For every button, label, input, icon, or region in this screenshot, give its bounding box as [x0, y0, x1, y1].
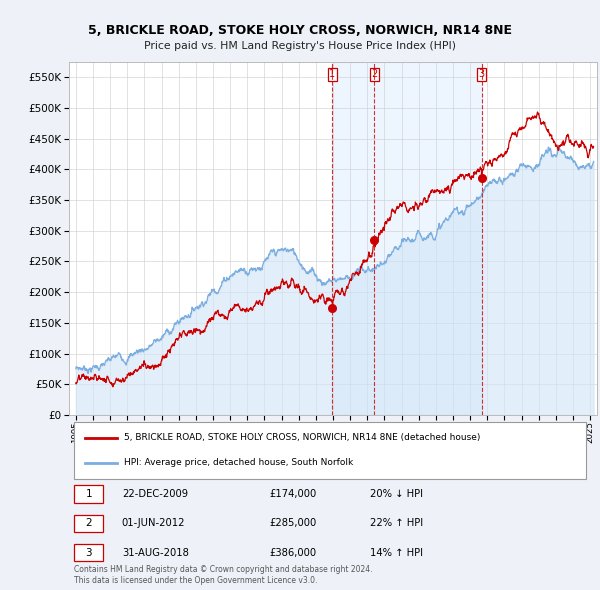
Text: 01-JUN-2012: 01-JUN-2012: [122, 519, 185, 529]
FancyBboxPatch shape: [74, 422, 586, 478]
Text: 3: 3: [479, 69, 485, 79]
Text: 1: 1: [85, 489, 92, 499]
Bar: [332, 62, 482, 415]
Text: 22% ↑ HPI: 22% ↑ HPI: [370, 519, 423, 529]
Text: 20% ↓ HPI: 20% ↓ HPI: [370, 489, 423, 499]
Text: £174,000: £174,000: [269, 489, 317, 499]
Text: £386,000: £386,000: [269, 548, 317, 558]
Text: This data is licensed under the Open Government Licence v3.0.: This data is licensed under the Open Gov…: [74, 576, 317, 585]
Text: 22-DEC-2009: 22-DEC-2009: [122, 489, 188, 499]
Text: HPI: Average price, detached house, South Norfolk: HPI: Average price, detached house, Sout…: [124, 458, 353, 467]
Text: 2: 2: [85, 519, 92, 529]
Text: Contains HM Land Registry data © Crown copyright and database right 2024.: Contains HM Land Registry data © Crown c…: [74, 565, 373, 574]
FancyBboxPatch shape: [74, 514, 103, 532]
Text: £285,000: £285,000: [269, 519, 317, 529]
FancyBboxPatch shape: [74, 486, 103, 503]
Text: 31-AUG-2018: 31-AUG-2018: [122, 548, 188, 558]
Text: 1: 1: [329, 69, 335, 79]
Text: Price paid vs. HM Land Registry's House Price Index (HPI): Price paid vs. HM Land Registry's House …: [144, 41, 456, 51]
Text: 5, BRICKLE ROAD, STOKE HOLY CROSS, NORWICH, NR14 8NE (detached house): 5, BRICKLE ROAD, STOKE HOLY CROSS, NORWI…: [124, 433, 481, 442]
Text: 3: 3: [85, 548, 92, 558]
Text: 5, BRICKLE ROAD, STOKE HOLY CROSS, NORWICH, NR14 8NE: 5, BRICKLE ROAD, STOKE HOLY CROSS, NORWI…: [88, 24, 512, 37]
Text: 14% ↑ HPI: 14% ↑ HPI: [370, 548, 423, 558]
FancyBboxPatch shape: [74, 544, 103, 561]
Text: 2: 2: [371, 69, 377, 79]
